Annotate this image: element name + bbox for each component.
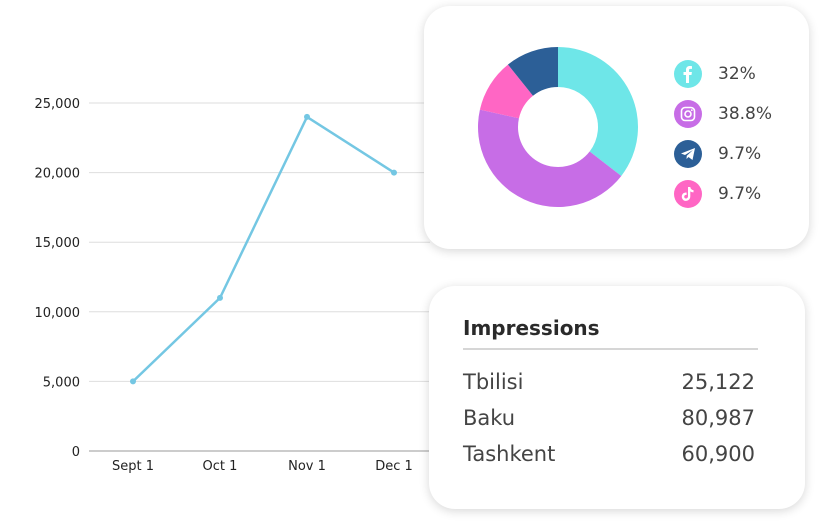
x-tick-label: Dec 1 [375,459,413,474]
data-point [217,294,223,301]
donut-slice-telegram [507,47,558,96]
y-tick-label: 15,000 [35,236,81,251]
y-tick-label: 20,000 [35,167,81,182]
platform-share-card: 32% 38.8% 9.7% 9.7% [424,6,809,249]
telegram-icon [674,140,702,168]
legend-item-tiktok: 9.7% [674,174,772,214]
legend-item-telegram: 9.7% [674,134,772,174]
impressions-value: 80,987 [681,406,755,430]
donut-legend: 32% 38.8% 9.7% 9.7% [674,54,772,214]
x-tick-label: Sept 1 [112,459,154,474]
impressions-card: Impressions Tbilisi 25,122 Baku 80,987 Tas… [429,286,805,509]
data-point [391,169,397,176]
legend-item-instagram: 38.8% [674,94,772,134]
facebook-icon [674,60,702,88]
legend-value: 38.8% [718,104,773,124]
y-tick-label: 10,000 [35,306,81,321]
y-tick-label: 0 [72,445,80,460]
impressions-table: Tbilisi 25,122 Baku 80,987 Tashkent 60,900 [463,370,755,478]
city-name: Tbilisi [463,370,524,394]
divider [463,348,758,350]
donut-slice-tiktok [479,64,533,119]
donut-slice-instagram [477,109,622,208]
table-row: Tashkent 60,900 [463,442,755,478]
data-point [130,378,136,385]
data-point [304,113,310,120]
instagram-icon [674,100,702,128]
x-tick-label: Oct 1 [203,459,238,474]
series-line [132,115,395,383]
table-row: Tbilisi 25,122 [463,370,755,406]
y-tick-label: 25,000 [35,97,81,112]
city-name: Tashkent [463,442,556,466]
legend-value: 32% [718,64,756,84]
city-name: Baku [463,406,516,430]
legend-value: 9.7% [718,144,762,164]
y-tick-label: 5,000 [43,375,80,390]
impressions-value: 60,900 [681,442,755,466]
tiktok-icon [674,180,702,208]
legend-value: 9.7% [718,184,762,204]
x-tick-label: Nov 1 [288,459,326,474]
table-row: Baku 80,987 [463,406,755,442]
donut-chart [477,47,638,208]
impressions-title: Impressions [463,316,600,340]
donut-slice-facebook [558,47,638,176]
legend-item-facebook: 32% [674,54,772,94]
impressions-value: 25,122 [681,370,755,394]
